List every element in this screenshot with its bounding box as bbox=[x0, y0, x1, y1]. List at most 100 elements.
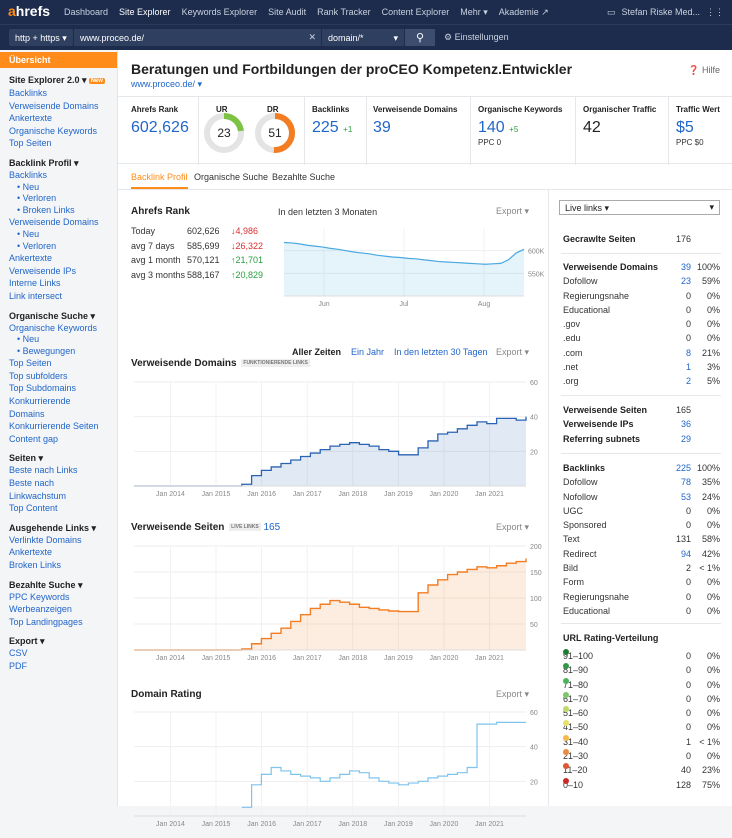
sidebar-item-backlinks[interactable]: Backlinks bbox=[9, 169, 48, 180]
row-percent: 5% bbox=[706, 376, 720, 387]
nav-item-content-explorer[interactable]: Content Explorer bbox=[381, 7, 450, 17]
sidebar-item-link-intersect[interactable]: Link intersect bbox=[9, 290, 63, 301]
table-row: Form 0 0% bbox=[549, 575, 732, 589]
sidebar-item-verweisende-ips[interactable]: Verweisende IPs bbox=[9, 265, 77, 276]
sidebar-item-verweisende-domains[interactable]: Verweisende Domains bbox=[9, 100, 99, 111]
rating-range: 51–60 bbox=[563, 708, 589, 719]
url-rating-row: 11–20 40 23% bbox=[549, 763, 732, 777]
nav-item-site-audit[interactable]: Site Audit bbox=[268, 7, 307, 17]
dr-gauge: 51 bbox=[255, 113, 295, 153]
sidebar-item-csv[interactable]: CSV bbox=[9, 648, 28, 659]
sidebar-item-verloren[interactable]: Verloren bbox=[9, 193, 108, 205]
rp-export-button[interactable]: Export ▾ bbox=[496, 522, 530, 532]
ref-domains-value[interactable]: 39 bbox=[373, 119, 391, 136]
row-value[interactable]: 29 bbox=[680, 433, 691, 444]
sidebar-item-konkurrierende-domains[interactable]: Konkurrierende Domains bbox=[9, 396, 71, 419]
row-value[interactable]: 2 bbox=[685, 376, 691, 387]
sidebar-heading-seiten[interactable]: Seiten ▾ bbox=[9, 453, 44, 464]
mode-select[interactable]: domain/* ▾ bbox=[322, 29, 404, 46]
traffic-value[interactable]: $5 bbox=[676, 119, 694, 136]
nav-item-akademie[interactable]: Akademie ↗ bbox=[498, 6, 549, 17]
sidebar-heading-organische-suche[interactable]: Organische Suche ▾ bbox=[9, 310, 96, 321]
help-link[interactable]: ❓ Hilfe bbox=[688, 65, 720, 75]
nav-item-dashboard[interactable]: Dashboard bbox=[64, 7, 109, 17]
sidebar-item-beste-nach-links[interactable]: Beste nach Links bbox=[9, 465, 78, 476]
clear-icon[interactable]: ✕ bbox=[308, 32, 316, 42]
sidebar-item-interne-links[interactable]: Interne Links bbox=[9, 278, 61, 289]
sidebar-item-top-content[interactable]: Top Content bbox=[9, 503, 58, 514]
sidebar-item-verloren[interactable]: Verloren bbox=[9, 241, 108, 253]
sidebar-item-beste-nach-linkwachstum[interactable]: Beste nach Linkwachstum bbox=[9, 478, 67, 501]
row-value[interactable]: 53 bbox=[680, 491, 691, 502]
sidebar-heading-ausgehende-links[interactable]: Ausgehende Links ▾ bbox=[9, 522, 97, 533]
row-value[interactable]: 225 bbox=[675, 463, 691, 473]
rank-row-label: avg 1 month bbox=[131, 255, 181, 265]
sidebar-item-bewegungen[interactable]: Bewegungen bbox=[9, 346, 108, 358]
sidebar-item-verlinkte-domains[interactable]: Verlinkte Domains bbox=[9, 534, 82, 545]
sidebar-item-content-gap[interactable]: Content gap bbox=[9, 433, 59, 444]
row-value[interactable]: 36 bbox=[680, 419, 691, 430]
backlinks-value[interactable]: 225 bbox=[312, 119, 339, 136]
row-value[interactable]: 94 bbox=[680, 548, 691, 559]
sidebar-item-neu[interactable]: Neu bbox=[9, 182, 108, 194]
nav-item-rank-tracker[interactable]: Rank Tracker bbox=[317, 7, 371, 17]
sidebar-item-ankertexte[interactable]: Ankertexte bbox=[9, 113, 53, 124]
tab-organische-suche[interactable]: Organische Suche bbox=[194, 172, 269, 182]
sidebar-item-ankertexte[interactable]: Ankertexte bbox=[9, 253, 53, 264]
sidebar-item-neu[interactable]: Neu bbox=[9, 229, 108, 241]
protocol-select[interactable]: http + https ▾ bbox=[9, 29, 73, 46]
tab-backlink-profil[interactable]: Backlink Profil bbox=[131, 172, 188, 189]
grid-icon[interactable]: ⋮⋮ bbox=[706, 6, 724, 17]
sidebar-item-top-landingpages[interactable]: Top Landingpages bbox=[9, 616, 83, 627]
tab-bezahlte-suche[interactable]: Bezahlte Suche bbox=[272, 172, 336, 182]
rank-row: avg 1 month 570,121 ↑21,701 bbox=[131, 255, 271, 269]
table-row: .net 1 3% bbox=[549, 360, 732, 374]
settings-link[interactable]: ⚙ Einstellungen bbox=[444, 32, 509, 42]
sidebar-item-organische-keywords[interactable]: Organische Keywords bbox=[9, 125, 98, 136]
sidebar-item-overview[interactable]: Übersicht bbox=[0, 52, 117, 68]
sidebar-item-werbeanzeigen[interactable]: Werbeanzeigen bbox=[9, 604, 72, 615]
row-value[interactable]: 1 bbox=[685, 362, 691, 373]
row-value[interactable]: 8 bbox=[685, 347, 691, 358]
time-option-aller-zeiten[interactable]: Aller Zeiten bbox=[292, 347, 342, 357]
sidebar-item-broken-links[interactable]: Broken Links bbox=[9, 205, 108, 217]
row-value[interactable]: 78 bbox=[680, 477, 691, 488]
org-keywords-value[interactable]: 140 bbox=[478, 119, 505, 136]
dr-export-button[interactable]: Export ▾ bbox=[496, 689, 530, 699]
sidebar-item-konkurrierende-seiten[interactable]: Konkurrierende Seiten bbox=[9, 421, 99, 432]
sidebar-heading-bezahlte-suche[interactable]: Bezahlte Suche ▾ bbox=[9, 579, 83, 590]
sidebar-item-pdf[interactable]: PDF bbox=[9, 660, 27, 671]
sidebar-item-top-seiten[interactable]: Top Seiten bbox=[9, 138, 52, 149]
rp-count[interactable]: 165 bbox=[263, 522, 281, 533]
sidebar-item-top-subfolders[interactable]: Top subfolders bbox=[9, 370, 68, 381]
sidebar-item-ankertexte[interactable]: Ankertexte bbox=[9, 547, 53, 558]
time-option-ein-jahr[interactable]: Ein Jahr bbox=[351, 347, 385, 357]
search-button[interactable]: ⚲ bbox=[405, 29, 435, 46]
sidebar-item-ppc-keywords[interactable]: PPC Keywords bbox=[9, 591, 70, 602]
domain-link[interactable]: www.proceo.de/ ▾ bbox=[131, 79, 203, 89]
nav-item-mehr[interactable]: Mehr ▾ bbox=[460, 6, 488, 17]
sidebar-item-organische-keywords[interactable]: Organische Keywords bbox=[9, 322, 98, 333]
sidebar-item-neu[interactable]: Neu bbox=[9, 334, 108, 346]
url-rating-row: 51–60 0 0% bbox=[549, 706, 732, 720]
rd-export-button[interactable]: Export ▾ bbox=[496, 347, 530, 357]
sidebar-item-backlinks[interactable]: Backlinks bbox=[9, 88, 48, 98]
nav-item-keywords-explorer[interactable]: Keywords Explorer bbox=[181, 7, 258, 17]
user-menu[interactable]: ▭ Stefan Riske Med... ⋮⋮ bbox=[607, 0, 724, 24]
x-tick-label: Jun bbox=[318, 301, 329, 308]
sidebar-item-broken-links[interactable]: Broken Links bbox=[9, 560, 62, 570]
sidebar-heading-backlink-profil[interactable]: Backlink Profil ▾ bbox=[9, 157, 79, 168]
rank-export-button[interactable]: Export ▾ bbox=[496, 206, 530, 216]
sidebar-item-top-subdomains[interactable]: Top Subdomains bbox=[9, 383, 77, 394]
sidebar-heading-site-explorer[interactable]: Site Explorer 2.0 ▾ New bbox=[9, 75, 105, 85]
ahrefs-logo[interactable]: ahrefs bbox=[8, 3, 51, 19]
nav-item-site-explorer[interactable]: Site Explorer bbox=[119, 7, 171, 17]
url-input[interactable]: www.proceo.de/✕ bbox=[73, 29, 321, 46]
time-option-in-den-letzten-30-tagen[interactable]: In den letzten 30 Tagen bbox=[394, 347, 488, 357]
row-value[interactable]: 39 bbox=[680, 262, 691, 272]
live-links-select[interactable]: Live links ▾ ▾ bbox=[559, 200, 720, 215]
sidebar-heading-export[interactable]: Export ▾ bbox=[9, 636, 45, 647]
row-value[interactable]: 23 bbox=[680, 276, 691, 287]
sidebar-item-top-seiten[interactable]: Top Seiten bbox=[9, 358, 52, 369]
sidebar-item-verweisende-domains[interactable]: Verweisende Domains bbox=[9, 217, 99, 228]
